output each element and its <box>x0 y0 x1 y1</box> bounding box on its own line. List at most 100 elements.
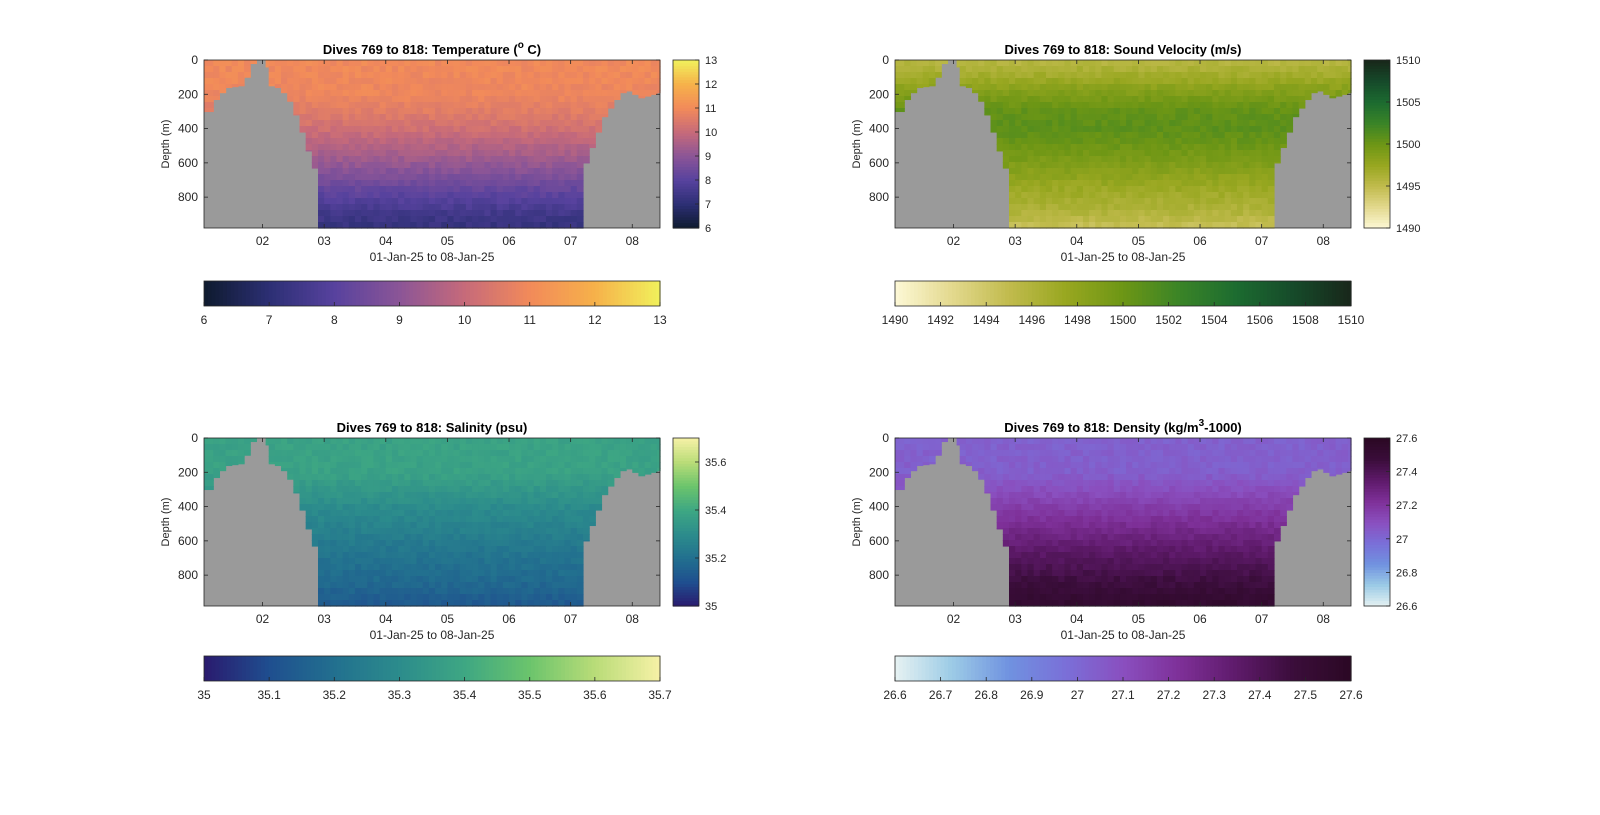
data-cell <box>1113 96 1121 103</box>
data-cell <box>435 114 442 121</box>
h-colorbar-swatch <box>936 281 942 306</box>
data-cell <box>373 198 381 205</box>
data-cell <box>287 66 294 73</box>
data-cell <box>589 522 596 527</box>
data-cell <box>422 204 430 211</box>
h-colorbar-swatch <box>1218 281 1223 306</box>
h-colorbar-swatch <box>637 281 642 306</box>
h-colorbar-tick-label: 1504 <box>1201 313 1228 327</box>
data-cell <box>361 120 368 127</box>
data-cell <box>410 120 418 127</box>
data-cell <box>1193 96 1201 103</box>
data-cell <box>336 204 344 211</box>
data-cell <box>1045 162 1053 169</box>
data-cell <box>1187 120 1195 127</box>
data-cell <box>527 216 535 223</box>
data-cell <box>1163 186 1170 193</box>
colorbar-swatch <box>673 488 699 492</box>
data-cell <box>1144 150 1152 157</box>
data-cell <box>1255 108 1263 115</box>
data-cell <box>410 162 418 169</box>
data-cell <box>1243 102 1250 109</box>
data-cell <box>472 528 479 535</box>
data-cell <box>916 84 924 89</box>
data-cell <box>1144 84 1152 91</box>
data-cell <box>1052 84 1059 91</box>
data-cell <box>1193 114 1201 121</box>
h-colorbar-swatch <box>1149 281 1154 306</box>
data-cell <box>1107 168 1115 175</box>
data-cell <box>1280 96 1287 103</box>
data-cell <box>589 462 596 469</box>
colorbar-swatch <box>1364 216 1390 221</box>
data-cell <box>311 66 319 73</box>
data-cell <box>404 144 412 151</box>
data-cell <box>348 216 356 223</box>
h-colorbar-swatch <box>982 281 987 306</box>
data-cell <box>1249 204 1257 211</box>
h-colorbar-swatch <box>530 281 536 306</box>
h-colorbar-swatch <box>925 281 930 306</box>
data-cell <box>1261 66 1269 73</box>
data-cell <box>1027 120 1035 127</box>
data-cell <box>576 180 584 187</box>
data-cell <box>311 102 319 109</box>
data-cell <box>441 528 449 535</box>
data-cell <box>453 96 461 103</box>
data-cell <box>472 564 479 571</box>
data-cell <box>416 540 424 547</box>
colorbar-swatch <box>673 561 699 565</box>
data-cell <box>1249 138 1257 145</box>
data-cell <box>336 600 344 607</box>
data-cell <box>354 456 362 463</box>
data-cell <box>1200 60 1207 67</box>
data-cell <box>576 84 584 91</box>
data-cell <box>1002 102 1010 109</box>
data-cell <box>1089 156 1096 163</box>
data-cell <box>570 108 578 115</box>
data-cell <box>1206 198 1213 205</box>
data-cell <box>324 138 331 145</box>
data-cell <box>595 72 603 79</box>
data-cell <box>373 192 381 199</box>
data-cell <box>484 498 492 505</box>
data-cell <box>570 60 578 67</box>
data-cell <box>354 486 362 493</box>
data-cell <box>1150 78 1158 85</box>
data-cell <box>496 498 504 505</box>
h-colorbar-swatch <box>580 281 585 306</box>
data-cell <box>428 540 436 547</box>
data-cell <box>391 66 399 73</box>
data-cell <box>342 180 350 187</box>
data-cell <box>1286 66 1294 73</box>
data-cell <box>1144 204 1152 211</box>
data-cell <box>1082 144 1090 151</box>
h-colorbar-swatch <box>546 281 551 306</box>
data-cell <box>398 126 405 133</box>
data-cell <box>509 144 516 151</box>
data-cell <box>1206 132 1213 139</box>
colorbar-swatch <box>1364 76 1390 81</box>
data-cell <box>1218 216 1226 223</box>
data-cell <box>428 132 436 139</box>
data-cell <box>496 600 504 607</box>
data-cell <box>527 192 535 199</box>
h-colorbar-swatch <box>971 281 976 306</box>
data-cell <box>385 468 393 475</box>
data-cell <box>509 138 516 145</box>
data-cell <box>428 168 436 175</box>
colorbar-swatch <box>673 544 699 548</box>
data-cell <box>299 456 307 463</box>
data-cell <box>367 594 375 601</box>
h-colorbar-swatch <box>363 656 368 681</box>
data-cell <box>299 468 307 475</box>
data-cell <box>219 444 227 451</box>
data-cell <box>484 468 492 475</box>
data-cell <box>1261 198 1269 205</box>
data-cell <box>521 552 529 559</box>
data-cell <box>589 102 596 109</box>
data-cell <box>558 96 566 103</box>
data-cell <box>576 600 584 607</box>
data-cell <box>521 72 529 79</box>
data-cell <box>435 198 442 205</box>
